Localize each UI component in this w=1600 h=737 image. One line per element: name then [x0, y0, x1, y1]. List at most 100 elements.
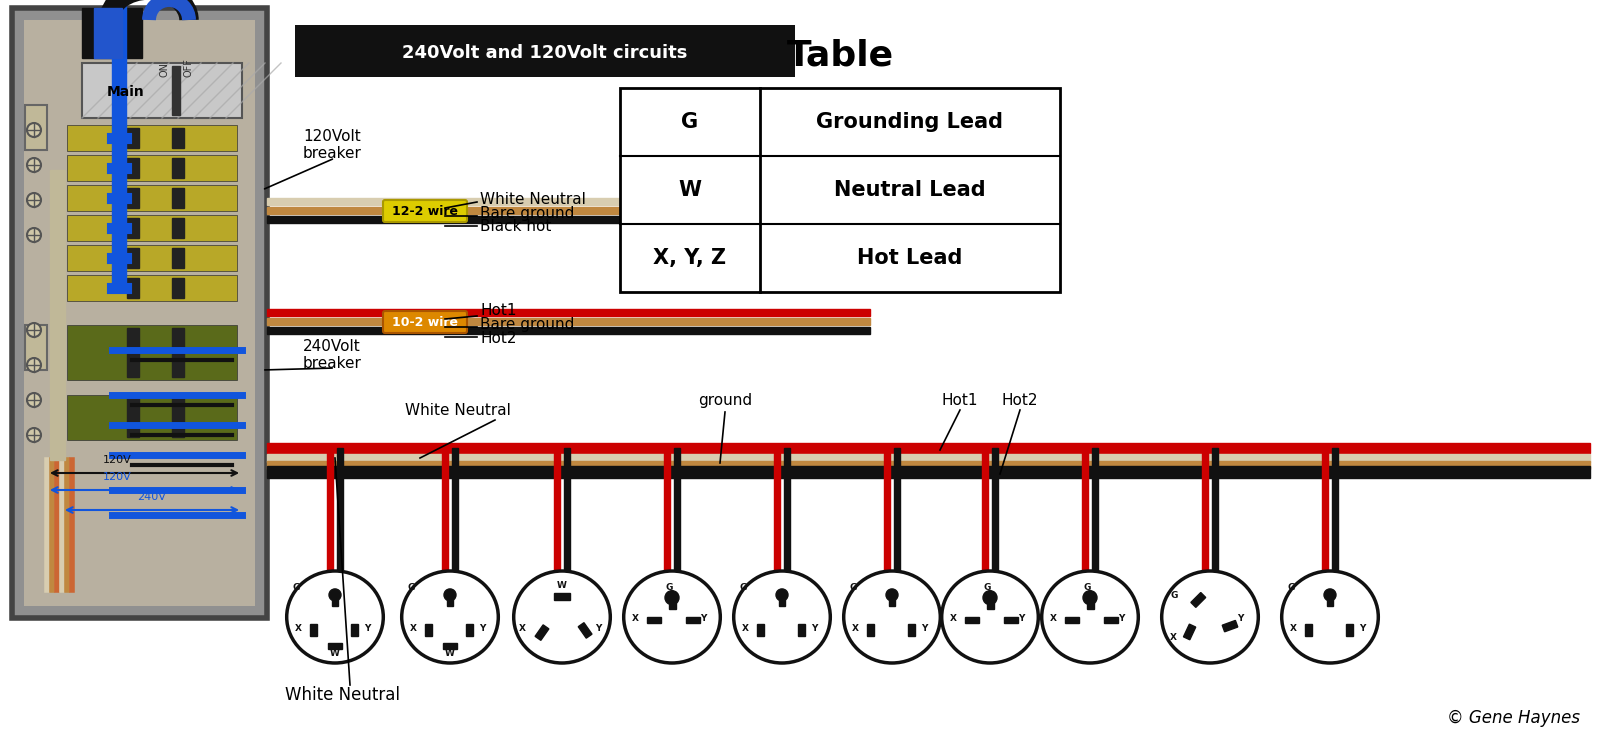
Bar: [173, 328, 184, 377]
Ellipse shape: [734, 571, 830, 663]
Bar: [446, 595, 453, 606]
Bar: [867, 624, 874, 636]
Bar: [1331, 448, 1338, 571]
Text: Hot1: Hot1: [480, 302, 517, 318]
Bar: [1082, 448, 1088, 571]
Text: G: G: [682, 112, 699, 132]
Text: Y: Y: [1358, 624, 1365, 633]
Text: G: G: [1171, 590, 1178, 600]
Circle shape: [886, 589, 898, 601]
Text: G: G: [666, 583, 672, 593]
Bar: [13, 8, 267, 618]
Bar: [1184, 624, 1195, 640]
Bar: [267, 216, 870, 223]
Bar: [965, 617, 979, 623]
Bar: [326, 448, 333, 571]
Bar: [173, 158, 184, 178]
FancyBboxPatch shape: [382, 311, 467, 333]
Bar: [757, 624, 763, 636]
Bar: [1213, 448, 1218, 571]
Bar: [1003, 617, 1018, 623]
Bar: [443, 643, 458, 649]
Text: 120V: 120V: [102, 472, 131, 482]
Bar: [267, 309, 870, 316]
Bar: [126, 188, 139, 208]
Bar: [267, 318, 870, 325]
Bar: [328, 643, 342, 649]
Bar: [67, 155, 237, 181]
Text: © Gene Haynes: © Gene Haynes: [1446, 709, 1581, 727]
Text: 12-2 wire: 12-2 wire: [392, 204, 458, 217]
Text: Y: Y: [811, 624, 818, 633]
Circle shape: [27, 158, 42, 172]
Circle shape: [330, 589, 341, 601]
Circle shape: [776, 589, 787, 601]
Circle shape: [1325, 589, 1336, 601]
Text: X: X: [1170, 633, 1176, 642]
Text: Y: Y: [478, 624, 485, 633]
Bar: [267, 443, 1590, 453]
Bar: [674, 448, 680, 571]
Bar: [669, 598, 675, 609]
Ellipse shape: [843, 571, 941, 663]
Text: W: W: [678, 180, 701, 200]
Circle shape: [27, 393, 42, 407]
Bar: [173, 128, 184, 148]
Text: X: X: [410, 624, 416, 633]
Text: Neutral Lead: Neutral Lead: [834, 180, 986, 200]
Text: X: X: [741, 624, 749, 633]
Bar: [26, 325, 46, 370]
Circle shape: [27, 193, 42, 207]
Text: 240Volt
breaker: 240Volt breaker: [302, 339, 362, 371]
Bar: [126, 158, 139, 178]
Ellipse shape: [1162, 571, 1258, 663]
FancyBboxPatch shape: [382, 200, 467, 222]
Bar: [1306, 624, 1312, 636]
Text: 10-2 wire: 10-2 wire: [392, 315, 458, 329]
Text: W: W: [445, 649, 454, 658]
Text: White Neutral: White Neutral: [285, 686, 400, 704]
Bar: [126, 278, 139, 298]
Bar: [67, 185, 237, 211]
Ellipse shape: [402, 571, 498, 663]
Bar: [67, 245, 237, 271]
Circle shape: [982, 590, 997, 604]
Text: X, Y, Z: X, Y, Z: [653, 248, 726, 268]
Bar: [267, 207, 870, 214]
Text: ON: ON: [160, 62, 170, 77]
Bar: [24, 20, 254, 606]
Ellipse shape: [514, 571, 610, 663]
Text: X: X: [949, 614, 957, 623]
Bar: [426, 624, 432, 636]
Text: 240V: 240V: [138, 492, 166, 502]
Text: Table: Table: [787, 38, 893, 72]
Bar: [1346, 624, 1354, 636]
Bar: [1104, 617, 1118, 623]
Text: Y: Y: [1118, 614, 1125, 623]
Bar: [466, 624, 474, 636]
Text: Hot1: Hot1: [942, 393, 978, 408]
Bar: [1202, 448, 1208, 571]
Bar: [173, 248, 184, 268]
Text: X: X: [1290, 624, 1296, 633]
Circle shape: [27, 228, 42, 242]
Text: Main: Main: [107, 85, 144, 99]
Circle shape: [27, 123, 42, 137]
Circle shape: [666, 590, 678, 604]
Circle shape: [445, 589, 456, 601]
Text: W: W: [330, 649, 339, 658]
Text: Grounding Lead: Grounding Lead: [816, 112, 1003, 132]
Text: X: X: [632, 614, 638, 623]
Text: Y: Y: [595, 624, 602, 633]
Text: X: X: [1050, 614, 1056, 623]
Bar: [82, 8, 142, 58]
Bar: [554, 448, 560, 571]
Circle shape: [1083, 590, 1098, 604]
Text: G: G: [408, 583, 414, 593]
Text: 120V: 120V: [102, 455, 131, 465]
Text: G: G: [293, 583, 301, 593]
Bar: [534, 625, 549, 640]
Text: G: G: [1083, 583, 1091, 593]
Bar: [67, 125, 237, 151]
Bar: [67, 395, 237, 440]
